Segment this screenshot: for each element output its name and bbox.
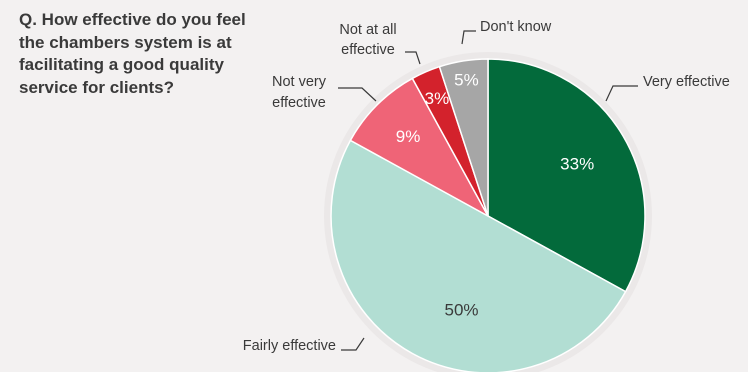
value-label-not-very-effective: 9% [396, 127, 421, 146]
category-label-very-effective: Very effective [643, 74, 730, 90]
value-label-fairly-effective: 50% [444, 301, 478, 320]
leader-line-fairly-effective [341, 337, 365, 351]
value-label-don-t-know: 5% [454, 71, 479, 90]
category-label-not-at-all-effective: Not at all effective [339, 22, 396, 58]
category-label-not-very-effective: Not very effective [272, 74, 327, 111]
leader-line-not-at-all-effective [405, 51, 421, 65]
leader-line-very-effective [605, 85, 638, 102]
category-label-fairly-effective: Fairly effective [243, 338, 336, 354]
value-label-not-at-all-effective: 3% [425, 89, 450, 108]
question-title: Q. How effective do you feel the chamber… [19, 10, 246, 97]
pie-slice-fairly-effective [330, 139, 627, 372]
pie-slice-very-effective [487, 58, 646, 293]
leader-line-not-very-effective [338, 87, 377, 102]
value-label-very-effective: 33% [560, 154, 594, 173]
pie-slice-don-t-know [438, 58, 489, 217]
pie-slice-not-very-effective [349, 77, 490, 218]
leader-line-don-t-know [461, 30, 476, 45]
category-label-don-t-know: Don't know [480, 19, 552, 35]
